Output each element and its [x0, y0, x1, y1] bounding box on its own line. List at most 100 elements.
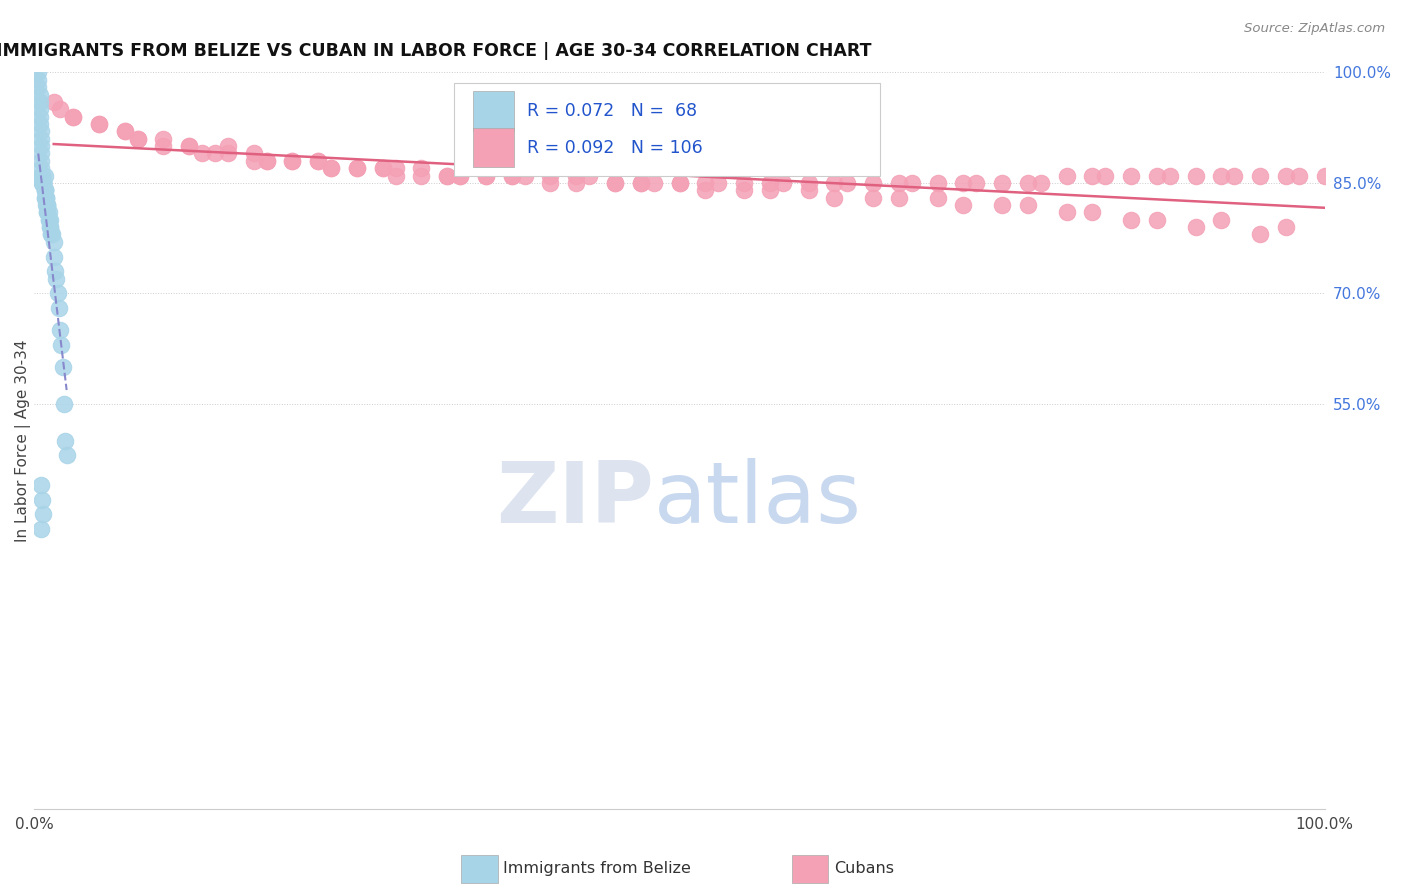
Point — [307, 153, 329, 168]
Point — [733, 176, 755, 190]
Point — [179, 139, 201, 153]
FancyBboxPatch shape — [472, 128, 515, 168]
Point — [38, 205, 60, 219]
Text: Source: ZipAtlas.com: Source: ZipAtlas.com — [1244, 22, 1385, 36]
Point — [217, 139, 239, 153]
Point — [62, 110, 84, 124]
Point — [30, 169, 52, 183]
Point — [411, 161, 433, 176]
Point — [31, 176, 53, 190]
Point — [38, 212, 60, 227]
Point — [1275, 220, 1298, 235]
Point — [28, 95, 51, 109]
Point — [27, 65, 49, 79]
Point — [965, 176, 987, 190]
Point — [37, 205, 59, 219]
Point — [152, 132, 174, 146]
Point — [862, 191, 884, 205]
Point — [565, 169, 588, 183]
Point — [256, 153, 278, 168]
Point — [28, 102, 51, 116]
Point — [1211, 169, 1233, 183]
Point — [630, 176, 652, 190]
Point — [1313, 169, 1336, 183]
Point — [48, 301, 70, 315]
Point — [37, 198, 59, 212]
Point — [34, 183, 56, 197]
Y-axis label: In Labor Force | Age 30-34: In Labor Force | Age 30-34 — [15, 340, 31, 542]
Point — [53, 434, 76, 448]
Point — [384, 161, 406, 176]
Point — [695, 183, 717, 197]
Point — [1211, 212, 1233, 227]
Point — [862, 176, 884, 190]
Point — [41, 227, 63, 242]
Point — [30, 124, 52, 138]
Point — [1056, 169, 1078, 183]
Point — [1184, 169, 1206, 183]
Point — [823, 191, 845, 205]
Point — [35, 191, 58, 205]
Text: ZIP: ZIP — [496, 458, 654, 541]
Point — [1029, 176, 1052, 190]
Point — [34, 169, 56, 183]
Point — [32, 176, 55, 190]
Point — [34, 183, 56, 197]
Point — [31, 169, 53, 183]
Point — [501, 169, 523, 183]
Point — [31, 176, 53, 190]
Point — [1275, 169, 1298, 183]
Point — [30, 146, 52, 161]
Point — [797, 176, 820, 190]
Point — [695, 176, 717, 190]
Point — [823, 176, 845, 190]
Point — [1184, 220, 1206, 235]
Point — [53, 397, 76, 411]
Point — [62, 110, 84, 124]
Point — [127, 132, 149, 146]
Point — [45, 271, 67, 285]
Point — [27, 80, 49, 95]
Point — [42, 235, 65, 249]
Point — [1081, 169, 1104, 183]
Point — [217, 146, 239, 161]
Point — [32, 176, 55, 190]
Point — [34, 183, 56, 197]
Point — [34, 191, 56, 205]
Point — [31, 492, 53, 507]
Point — [346, 161, 368, 176]
Point — [34, 191, 56, 205]
Point — [152, 139, 174, 153]
Point — [242, 146, 264, 161]
Point — [1119, 212, 1142, 227]
Point — [37, 198, 59, 212]
Point — [436, 169, 458, 183]
Point — [114, 124, 136, 138]
Point — [475, 169, 498, 183]
Point — [42, 95, 65, 109]
Point — [603, 176, 626, 190]
Point — [49, 323, 72, 337]
Point — [1249, 227, 1271, 242]
Point — [371, 161, 394, 176]
Point — [31, 169, 53, 183]
Point — [707, 176, 730, 190]
Text: IMMIGRANTS FROM BELIZE VS CUBAN IN LABOR FORCE | AGE 30-34 CORRELATION CHART: IMMIGRANTS FROM BELIZE VS CUBAN IN LABOR… — [0, 42, 872, 60]
Point — [37, 198, 59, 212]
Point — [30, 153, 52, 168]
Point — [900, 176, 922, 190]
Point — [887, 176, 910, 190]
Point — [32, 176, 55, 190]
Point — [540, 176, 562, 190]
Point — [371, 161, 394, 176]
Point — [603, 176, 626, 190]
Point — [55, 449, 77, 463]
Text: atlas: atlas — [654, 458, 862, 541]
Point — [1146, 212, 1168, 227]
Point — [759, 176, 782, 190]
Point — [1017, 176, 1039, 190]
Point — [668, 176, 690, 190]
Point — [1081, 205, 1104, 219]
Point — [35, 191, 58, 205]
Text: Cubans: Cubans — [834, 862, 894, 876]
